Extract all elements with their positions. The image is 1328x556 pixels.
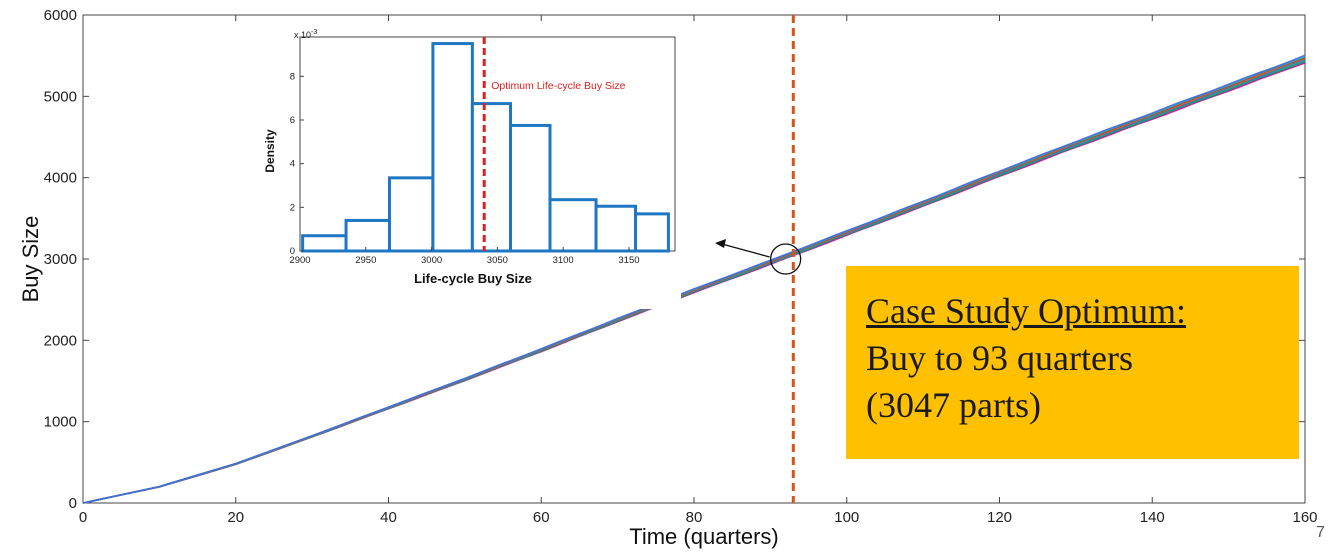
- optimum-buy-size-label: Optimum Life-cycle Buy Size: [491, 80, 625, 92]
- histogram-bar: [431, 42, 474, 253]
- highlight-circle: [770, 243, 802, 275]
- inset-scale-base: x 10: [294, 30, 311, 40]
- x-tick-label: 80: [686, 509, 703, 526]
- inset-x-tick-label: 3150: [618, 255, 639, 266]
- case-study-callout: Case Study Optimum: Buy to 93 quarters (…: [846, 266, 1299, 459]
- inset-axis-ticks: 2900 2950 3000 3050 3100 3150 0 2 4 6 8: [289, 71, 639, 266]
- y-tick-label: 6000: [44, 7, 77, 24]
- inset-scale-label: x 10-3: [294, 29, 317, 40]
- histogram-bar: [301, 234, 348, 253]
- inset-x-tick-label: 3050: [487, 255, 508, 266]
- main-axis-ticks: 0 20 40 60 80 100 120 140 1600100020003000400050…: [44, 7, 1318, 526]
- callout-line-2: (3047 parts): [866, 385, 1041, 425]
- x-tick-label: 20: [227, 509, 244, 526]
- inset-y-tick-label: 4: [290, 159, 295, 170]
- inset-x-tick-label: 2950: [355, 255, 376, 266]
- y-tick-label: 2000: [44, 332, 77, 349]
- inset-pointer-arrow: [721, 243, 770, 258]
- page-number: 7: [1316, 524, 1325, 541]
- inset-x-tick-label: 3100: [553, 255, 574, 266]
- inset-x-axis-title: Life-cycle Buy Size: [414, 271, 532, 286]
- inset-bars: [301, 42, 670, 253]
- simulated-trajectory: [82, 54, 1306, 504]
- histogram-bar: [470, 102, 513, 253]
- x-axis-title: Time (quarters): [629, 524, 779, 549]
- histogram-bar: [594, 204, 638, 253]
- histogram-bar: [344, 218, 391, 253]
- x-tick-label: 100: [834, 509, 859, 526]
- histogram-bar: [548, 198, 598, 253]
- callout-heading: Case Study Optimum:: [866, 291, 1187, 331]
- x-tick-label: 60: [533, 509, 550, 526]
- x-tick-label: 140: [1140, 509, 1165, 526]
- inset-histogram: 2900 2950 3000 3050 3100 3150 0 2 4 6 8 Optimum Li…: [258, 27, 681, 309]
- y-tick-label: 5000: [44, 88, 77, 105]
- histogram-bar: [634, 212, 670, 253]
- inset-y-axis-title: Density: [263, 129, 277, 173]
- inset-y-tick-label: 2: [290, 202, 295, 213]
- callout-line-1: Buy to 93 quarters: [866, 338, 1133, 378]
- histogram-bar: [509, 123, 552, 253]
- x-tick-label: 40: [380, 509, 397, 526]
- inset-pointer-arrowhead: [715, 239, 726, 248]
- y-tick-label: 3000: [44, 251, 77, 268]
- histogram-bar: [387, 176, 435, 253]
- y-tick-label: 1000: [44, 414, 77, 431]
- inset-y-tick-label: 0: [290, 246, 295, 257]
- inset-x-tick-label: 2900: [289, 255, 310, 266]
- x-tick-label: 160: [1292, 509, 1317, 526]
- inset-x-tick-label: 3000: [421, 255, 442, 266]
- x-tick-label: 0: [79, 509, 87, 526]
- y-axis-title: Buy Size: [18, 216, 43, 303]
- inset-y-tick-label: 6: [290, 115, 295, 126]
- x-tick-label: 120: [987, 509, 1012, 526]
- y-tick-label: 0: [69, 495, 77, 512]
- y-tick-label: 4000: [44, 170, 77, 187]
- inset-scale-exponent: -3: [311, 29, 317, 36]
- inset-y-tick-label: 8: [290, 71, 295, 82]
- main-series-lines: [82, 54, 1306, 504]
